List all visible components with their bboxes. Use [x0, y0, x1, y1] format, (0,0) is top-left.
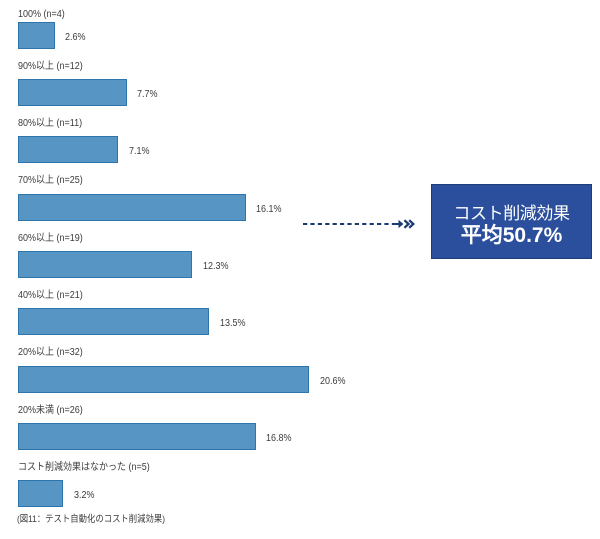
bar-value: 13.5% — [219, 318, 246, 330]
bar — [18, 308, 210, 336]
bar-value: 12.3% — [202, 260, 229, 272]
bar — [18, 480, 64, 508]
bar-value: 2.6% — [65, 31, 86, 43]
bar-label: 100% (n=4) — [17, 8, 65, 20]
arrow-chevron-1 — [403, 219, 411, 229]
bar — [18, 250, 193, 278]
bar-value: 20.6% — [319, 375, 346, 387]
bar-label: 20%以上 (n=32) — [17, 347, 83, 359]
bar — [18, 21, 55, 49]
bar-label: 80%以上 (n=11) — [17, 117, 82, 129]
bar — [18, 193, 246, 221]
bar-label: 90%以上 (n=12) — [17, 60, 83, 72]
bar-label: 40%以上 (n=21) — [17, 289, 83, 301]
dashed-arrow — [303, 219, 415, 229]
chart-caption: (図11：テスト自動化のコスト削減効果) — [17, 514, 166, 525]
arrow-head-triangle — [398, 219, 404, 229]
bar-value: 16.8% — [266, 432, 292, 444]
bar-value: 7.1% — [128, 146, 150, 158]
annotation-box: コスト削減効果 平均50.7% — [431, 184, 592, 259]
bar-label: 70%以上 (n=25) — [17, 175, 83, 187]
bar-value: 7.7% — [137, 88, 158, 100]
annotation-title: コスト削減効果 — [453, 203, 570, 223]
bar-value: 3.2% — [73, 490, 95, 502]
bar — [18, 78, 127, 106]
bar-label: 60%以上 (n=19) — [17, 232, 83, 244]
bar — [18, 365, 310, 393]
bar-value: 16.1% — [256, 203, 282, 215]
arrow-chevron-2 — [408, 219, 415, 229]
annotation-average-value: 平均50.7% — [460, 223, 563, 247]
bar-label: 20%未満 (n=26) — [17, 404, 83, 416]
bar-label: コスト削減効果はなかった (n=5) — [17, 462, 150, 473]
bar — [18, 422, 256, 450]
bar — [18, 136, 119, 164]
